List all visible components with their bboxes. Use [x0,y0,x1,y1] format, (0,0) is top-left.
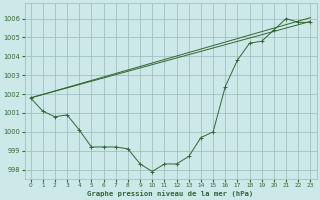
X-axis label: Graphe pression niveau de la mer (hPa): Graphe pression niveau de la mer (hPa) [87,190,254,197]
